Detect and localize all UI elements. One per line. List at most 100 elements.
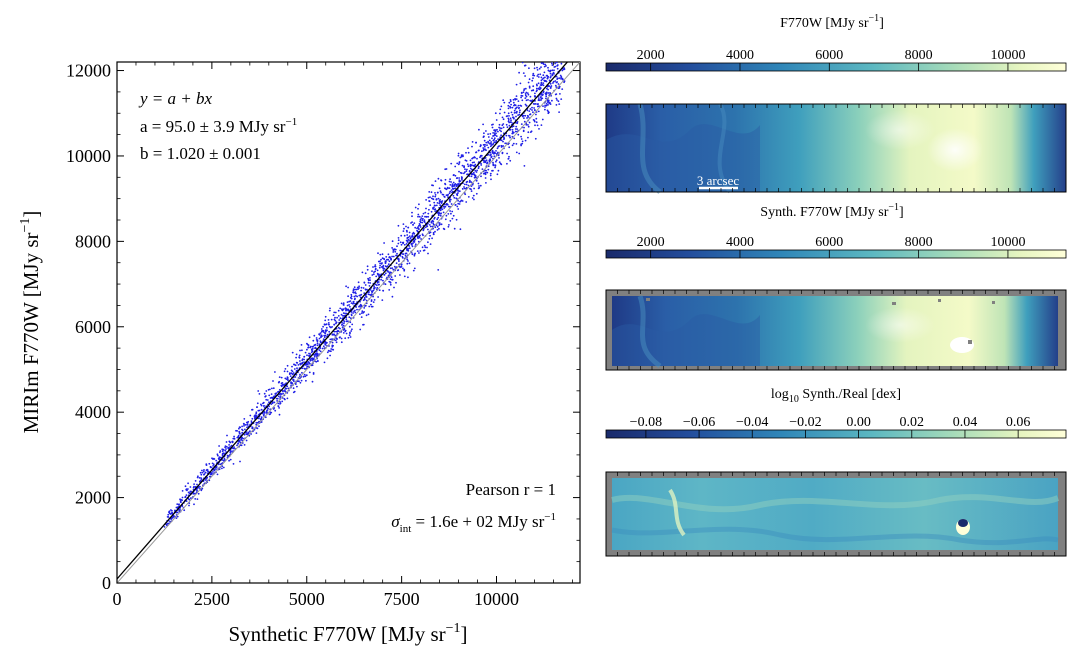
scatter-point [532,77,534,79]
scatter-point [275,392,278,395]
scatter-point [232,447,235,450]
scatter-point [506,126,509,129]
scatter-point [532,103,535,105]
scatter-point [279,395,282,397]
scatter-point [333,333,336,336]
scatter-point [319,350,322,353]
scatter-point [482,159,485,162]
scatter-point [529,108,532,110]
scatter-point [395,262,398,265]
scatter-point [406,234,409,236]
scatter-point [399,274,401,276]
colorbar-tick-label: 4000 [726,48,754,63]
scatter-point [442,205,445,208]
scatter-point [360,316,363,318]
scatter-point [350,302,353,304]
scatter-point [484,177,487,179]
scatter-point [346,304,349,307]
y-tick-label: 4000 [75,402,111,422]
scatter-point [433,218,435,220]
scatter-point [275,397,278,400]
scatter-point [269,388,271,391]
scatter-point [546,99,549,102]
scatter-point [309,345,312,348]
scatter-point [544,108,546,111]
scatter-point [441,200,444,202]
scatter-point [422,234,424,237]
scatter-point [452,181,455,184]
scatter-point [413,254,416,257]
scatter-point [292,378,295,381]
scatter-point [249,430,251,433]
scatter-point [528,86,531,89]
colorbar-1-label: F770W [MJy sr−1] [780,13,884,31]
scatter-point [475,151,478,154]
scatter-point [435,204,438,207]
scatter-point [218,445,221,447]
scatter-point [419,224,421,227]
scatter-point [373,285,375,288]
scatter-point [353,310,355,313]
scatter-point [461,188,464,190]
scatter-point [335,321,338,323]
scatter-point [179,501,182,504]
scatter-point [332,314,335,316]
scatter-point [312,357,315,360]
scatter-point [277,395,280,398]
scale-bar-label: 3 arcsec [697,173,739,188]
scatter-point [262,414,265,417]
scatter-point [528,110,531,112]
scatter-point [323,336,326,339]
synthetic-map-image [605,289,1067,371]
scatter-point [532,85,535,88]
scatter-point [392,249,395,252]
fit-a-value: a = 95.0 ± 3.9 MJy sr−1 [140,116,297,136]
scatter-point [303,355,306,358]
scatter-point [519,109,521,112]
scatter-point [498,157,500,159]
scatter-point [374,283,377,286]
scatter-point [300,379,303,382]
scatter-point [281,384,283,387]
scatter-point [225,448,227,450]
colorbar-tick-label: 6000 [815,235,843,250]
scatter-point [437,197,440,200]
scatter-point [443,207,446,209]
scatter-point [274,371,276,373]
scatter-point [236,430,239,432]
scatter-point [432,207,434,210]
map-edge-ticks [617,104,1055,192]
scatter-point [429,231,432,234]
scatter-point [444,178,447,181]
scatter-point [294,376,297,378]
scatter-point [513,137,516,140]
scatter-point [518,106,520,109]
scatter-point [284,368,287,370]
scatter-point [416,229,418,232]
scatter-point [440,202,443,205]
scatter-point [372,295,374,298]
scatter-point [486,171,489,174]
scatter-point [376,269,379,272]
scatter-point [496,173,499,176]
scatter-point [524,93,527,95]
scatter-point [345,318,348,321]
scatter-point [396,245,398,248]
scatter-point [360,286,363,289]
scatter-point [454,204,457,206]
scatter-point [243,433,246,436]
scatter-point [356,308,358,311]
scatter-point [466,180,469,183]
scatter-point [428,224,431,226]
scatter-point [483,132,485,135]
scatter-point [402,253,405,256]
scatter-point [316,340,319,343]
scatter-point [543,65,546,68]
scatter-point [407,238,410,241]
scatter-point [394,275,397,277]
scatter-point [376,272,379,275]
colorbar-tick-label: 0.02 [900,415,925,430]
scatter-point [350,295,353,298]
scatter-point [257,390,260,392]
scatter-point [417,226,419,229]
